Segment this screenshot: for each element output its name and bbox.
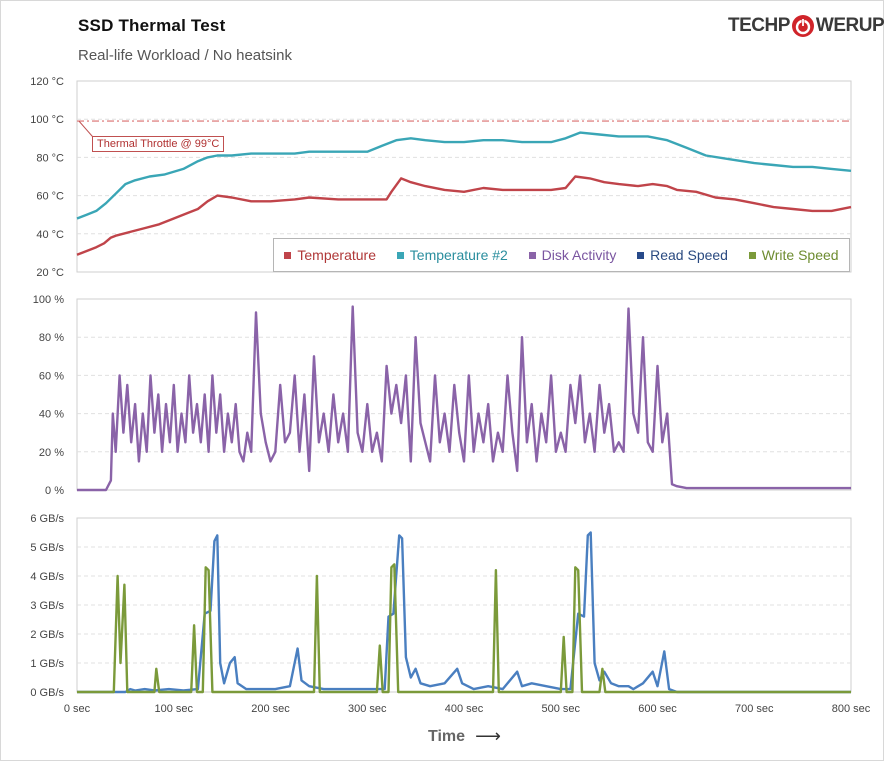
y-tick-label: 120 °C	[30, 76, 64, 88]
series-line-temperature-2	[76, 131, 852, 220]
x-axis-title: Time ⟶	[428, 726, 501, 747]
legend-label: Temperature #2	[409, 247, 508, 263]
chart-title: SSD Thermal Test	[78, 16, 226, 35]
legend-swatch	[528, 251, 536, 259]
panel-2-border	[76, 298, 852, 491]
y-tick-label: 40 %	[39, 409, 64, 421]
series-line-temperature	[76, 175, 852, 256]
legend: Temperature Temperature #2 Disk Activity…	[273, 238, 850, 272]
x-tick-label: 300 sec	[348, 703, 387, 715]
panel-1-border	[76, 80, 852, 273]
x-tick-label: 100 sec	[154, 703, 193, 715]
x-tick-label: 600 sec	[638, 703, 677, 715]
y-tick-label: 0 GB/s	[30, 687, 64, 699]
legend-item-temperature-2: Temperature #2	[396, 247, 508, 263]
x-tick-label: 0 sec	[64, 703, 91, 715]
y-tick-label: 60 %	[39, 370, 64, 382]
y-tick-label: 2 GB/s	[30, 629, 64, 641]
legend-swatch	[284, 251, 292, 259]
chart-subtitle: Real-life Workload / No heatsink	[78, 47, 292, 64]
y-tick-label: 100 °C	[30, 114, 64, 126]
x-axis-title-text: Time	[428, 727, 466, 745]
logo-text-left: TECHP	[728, 15, 790, 36]
legend-swatch	[396, 251, 404, 259]
y-tick-label: 100 %	[33, 294, 64, 306]
x-tick-label: 700 sec	[735, 703, 774, 715]
legend-swatch	[637, 251, 645, 259]
y-tick-label: 60 °C	[36, 191, 64, 203]
y-tick-label: 5 GB/s	[30, 542, 64, 554]
thermal-throttle-label: Thermal Throttle @ 99°C	[92, 136, 225, 152]
legend-swatch	[748, 251, 756, 259]
x-tick-label: 800 sec	[832, 703, 871, 715]
series-line-disk-activity	[77, 305, 851, 492]
y-tick-label: 6 GB/s	[30, 513, 64, 525]
y-tick-label: 4 GB/s	[30, 571, 64, 583]
y-tick-label: 80 °C	[36, 152, 64, 164]
y-tick-label: 3 GB/s	[30, 600, 64, 612]
legend-item-read-speed: Read Speed	[637, 247, 728, 263]
legend-item-temperature: Temperature	[284, 247, 376, 263]
legend-label: Disk Activity	[541, 247, 617, 263]
y-tick-label: 80 %	[39, 332, 64, 344]
techpowerup-logo: TECHP WERUP	[728, 9, 884, 43]
y-tick-label: 20 %	[39, 447, 64, 459]
series-line-write-speed	[77, 563, 851, 694]
x-tick-label: 500 sec	[541, 703, 580, 715]
y-tick-label: 20 °C	[36, 267, 64, 279]
legend-item-write-speed: Write Speed	[748, 247, 839, 263]
legend-label: Write Speed	[761, 247, 839, 263]
logo-text-right: WERUP	[815, 15, 884, 36]
x-tick-label: 200 sec	[251, 703, 290, 715]
y-tick-label: 40 °C	[36, 229, 64, 241]
y-tick-label: 1 GB/s	[30, 658, 64, 670]
legend-item-disk-activity: Disk Activity	[528, 247, 617, 263]
legend-label: Read Speed	[650, 247, 728, 263]
right-arrow-icon: ⟶	[475, 726, 501, 746]
x-tick-label: 400 sec	[445, 703, 484, 715]
y-tick-label: 0 %	[45, 485, 64, 497]
power-icon	[791, 15, 814, 37]
thermal-throttle-leader	[78, 120, 94, 138]
legend-label: Temperature	[297, 247, 376, 263]
